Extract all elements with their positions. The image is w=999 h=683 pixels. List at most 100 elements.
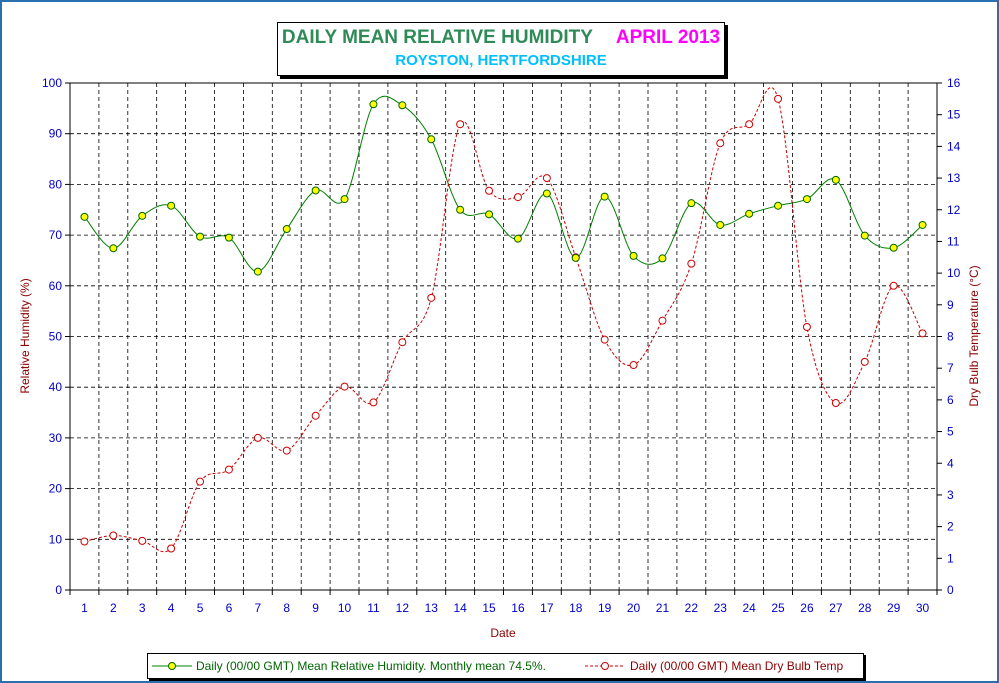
humidity-point (658, 254, 667, 263)
temperature-point (600, 335, 609, 344)
legend-humidity-marker (168, 662, 176, 670)
humidity-point (513, 234, 522, 243)
y-axis-label: Relative Humidity (%) (18, 278, 32, 393)
temperature-point (918, 329, 927, 338)
humidity-point (311, 186, 320, 195)
chart-subtitle: ROYSTON, HERTFORDSHIRE (395, 52, 607, 69)
temperature-point (80, 537, 89, 546)
temperature-point (340, 382, 349, 391)
temperature-point (311, 411, 320, 420)
chart-title: DAILY MEAN RELATIVE HUMIDITY (281, 27, 593, 48)
right-tick-label: 10 (947, 266, 961, 280)
x-axis-label: Date (490, 626, 516, 640)
humidity-point (745, 209, 754, 218)
temperature-point (889, 281, 898, 290)
right-tick-label: 14 (947, 139, 961, 153)
humidity-point (716, 220, 725, 229)
humidity-point (427, 135, 436, 144)
legend-swatches (152, 662, 625, 670)
left-tick-label: 60 (49, 279, 63, 293)
humidity-point (485, 210, 494, 219)
x-tick-label: 19 (598, 601, 612, 615)
humidity-point (802, 195, 811, 204)
humidity-point (398, 101, 407, 110)
x-tick-label: 8 (283, 601, 290, 615)
temperature-point (485, 186, 494, 195)
left-tick-label: 20 (49, 482, 63, 496)
x-tick-label: 23 (714, 601, 728, 615)
right-tick-label: 1 (947, 551, 954, 565)
humidity-point (542, 189, 551, 198)
x-tick-label: 27 (829, 601, 843, 615)
temperature-point (196, 477, 205, 486)
humidity-point (167, 201, 176, 210)
humidity-point (224, 233, 233, 242)
temperature-point (860, 357, 869, 366)
x-tick-label: 26 (800, 601, 814, 615)
x-tick-label: 13 (425, 601, 439, 615)
left-tick-label: 50 (49, 330, 63, 344)
left-tick-label: 80 (49, 177, 63, 191)
right-tick-label: 2 (947, 520, 954, 534)
humidity-point (774, 201, 783, 210)
right-tick-label: 16 (947, 76, 961, 90)
chart-title-box: DAILY MEAN RELATIVE HUMIDITY APRIL 2013 … (277, 22, 725, 76)
x-tick-label: 14 (453, 601, 467, 615)
x-tick-label: 12 (396, 601, 410, 615)
temperature-point (831, 399, 840, 408)
x-tick-label: 1 (81, 601, 88, 615)
x-tick-label: 22 (685, 601, 699, 615)
right-tick-label: 15 (947, 108, 961, 122)
temperature-point (224, 465, 233, 474)
series-humidity-points (80, 100, 927, 276)
left-axis-ticks: 0 10 20 30 40 50 60 70 80 90 100 (42, 76, 70, 597)
temperature-point (513, 193, 522, 202)
humidity-point (196, 232, 205, 241)
x-tick-label: 21 (656, 601, 670, 615)
humidity-point (282, 225, 291, 234)
right-tick-label: 5 (947, 425, 954, 439)
right-tick-label: 8 (947, 330, 954, 344)
right-tick-label: 3 (947, 488, 954, 502)
temperature-point (456, 120, 465, 129)
x-axis-ticks: 1 2 3 4 5 6 7 8 9 10 11 12 13 14 15 16 17 18 19 20 21 22 23 24 2… (69, 590, 938, 615)
temperature-point (802, 322, 811, 331)
temperature-point (282, 446, 291, 455)
legend-humidity-label: Daily (00/00 GMT) Mean Relative Humidity… (196, 659, 546, 673)
humidity-point (889, 243, 898, 252)
right-tick-label: 12 (947, 203, 961, 217)
x-tick-label: 29 (887, 601, 901, 615)
humidity-point (600, 192, 609, 201)
humidity-point (369, 100, 378, 109)
humidity-point (571, 253, 580, 262)
x-tick-label: 5 (197, 601, 204, 615)
x-tick-label: 28 (858, 601, 872, 615)
x-tick-label: 30 (916, 601, 930, 615)
humidity-point (918, 220, 927, 229)
temperature-point (716, 139, 725, 148)
temperature-point (687, 259, 696, 268)
temperature-point (629, 361, 638, 370)
humidity-point (831, 175, 840, 184)
right-tick-label: 13 (947, 171, 961, 185)
x-tick-label: 7 (255, 601, 262, 615)
left-tick-label: 90 (49, 127, 63, 141)
right-tick-label: 0 (947, 583, 954, 597)
legend-temperature-label: Daily (00/00 GMT) Mean Dry Bulb Temp (630, 659, 844, 673)
x-tick-label: 20 (627, 601, 641, 615)
humidity-point (109, 244, 118, 253)
y2-axis-label: Dry Bulb Temperature (°C) (967, 265, 981, 406)
humidity-point (687, 199, 696, 208)
x-tick-label: 17 (540, 601, 554, 615)
x-tick-label: 16 (511, 601, 525, 615)
humidity-point (340, 195, 349, 204)
x-tick-label: 9 (312, 601, 319, 615)
temperature-point (774, 94, 783, 103)
temperature-point (253, 433, 262, 442)
right-tick-label: 6 (947, 393, 954, 407)
legend-temperature-marker (601, 662, 609, 670)
x-tick-label: 25 (771, 601, 785, 615)
humidity-point (253, 267, 262, 276)
